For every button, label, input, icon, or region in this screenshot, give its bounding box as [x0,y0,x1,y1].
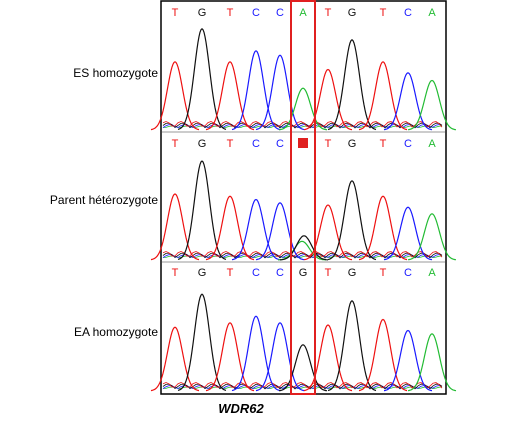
base-call-letter: T [325,267,332,279]
peak-t [358,318,408,392]
peak-a [407,79,457,131]
peak-t [303,204,353,261]
peak-g [177,160,227,260]
peak-c [255,54,305,131]
baseline-noise-a [163,386,443,390]
gene-label: WDR62 [218,401,264,416]
peak-t [150,326,200,392]
base-call-letter: A [428,267,436,279]
baseline-noise-a [163,255,443,259]
base-call-letter: T [227,138,234,150]
row-label-ea-homozygote: EA homozygote [73,325,158,339]
baseline-noise-t [162,382,443,389]
base-call-letter: A [299,7,307,19]
peak-t [358,61,408,131]
baseline-noise-g [162,122,443,129]
baseline-noise-g [162,252,443,259]
base-call-letter: T [172,7,179,19]
base-call-letter: G [198,267,207,279]
base-call-letter: T [380,267,387,279]
peak-a [278,87,328,131]
base-call-letter: T [227,7,234,19]
base-call-letter: C [404,138,412,150]
base-call-letter: G [348,267,357,279]
base-call-letter: C [252,7,260,19]
base-call-letter: A [428,138,436,150]
peak-t [303,324,353,392]
baseline-noise-t [162,121,443,128]
base-call-letter: T [325,138,332,150]
base-call-letter: G [348,7,357,19]
base-call-letter: G [198,138,207,150]
base-call-letter: T [172,267,179,279]
ambiguous-base-marker [298,138,308,148]
base-call-letter: T [325,7,332,19]
peak-t [303,68,353,131]
chromatogram-frame [160,0,447,395]
peak-g [177,27,227,130]
peak-g [177,293,227,391]
peak-t [205,322,255,392]
peak-t [150,193,200,261]
peak-a [407,333,457,392]
peak-g [327,300,377,392]
peak-c [383,72,433,131]
row-label-parent-heterozygote: Parent hétérozygote [49,193,158,207]
peak-c [255,202,305,261]
baseline-noise-t [162,251,443,258]
secondary-peak-g [279,235,329,261]
base-call-letter: C [276,7,284,19]
peak-a [407,213,457,261]
row-label-es-homozygote: ES homozygote [73,66,158,80]
base-call-letter: T [172,138,179,150]
base-call-letter: T [380,7,387,19]
peak-t [205,61,255,131]
peak-c [383,329,433,392]
peak-c [231,315,281,392]
baseline-noise-g [162,383,443,390]
peak-t [358,195,408,261]
peak-c [231,198,281,261]
peak-c [383,206,433,261]
peak-c [255,322,305,392]
variant-highlight-box [290,0,316,395]
base-call-letter: G [198,7,207,19]
base-call-letter: T [380,138,387,150]
base-call-letter: G [299,267,308,279]
base-call-letter: G [348,138,357,150]
peak-g [327,39,377,131]
base-call-letter: C [276,267,284,279]
peak-g [278,344,328,392]
base-call-letter: C [252,267,260,279]
peak-t [150,61,200,131]
base-call-letter: C [276,138,284,150]
peak-t [205,195,255,261]
base-call-letter: C [404,267,412,279]
baseline-noise-a [163,125,443,129]
peak-c [231,50,281,131]
base-call-letter: A [428,7,436,19]
base-call-letter: C [252,138,260,150]
base-call-letter: T [227,267,234,279]
base-call-letter: C [404,7,412,19]
